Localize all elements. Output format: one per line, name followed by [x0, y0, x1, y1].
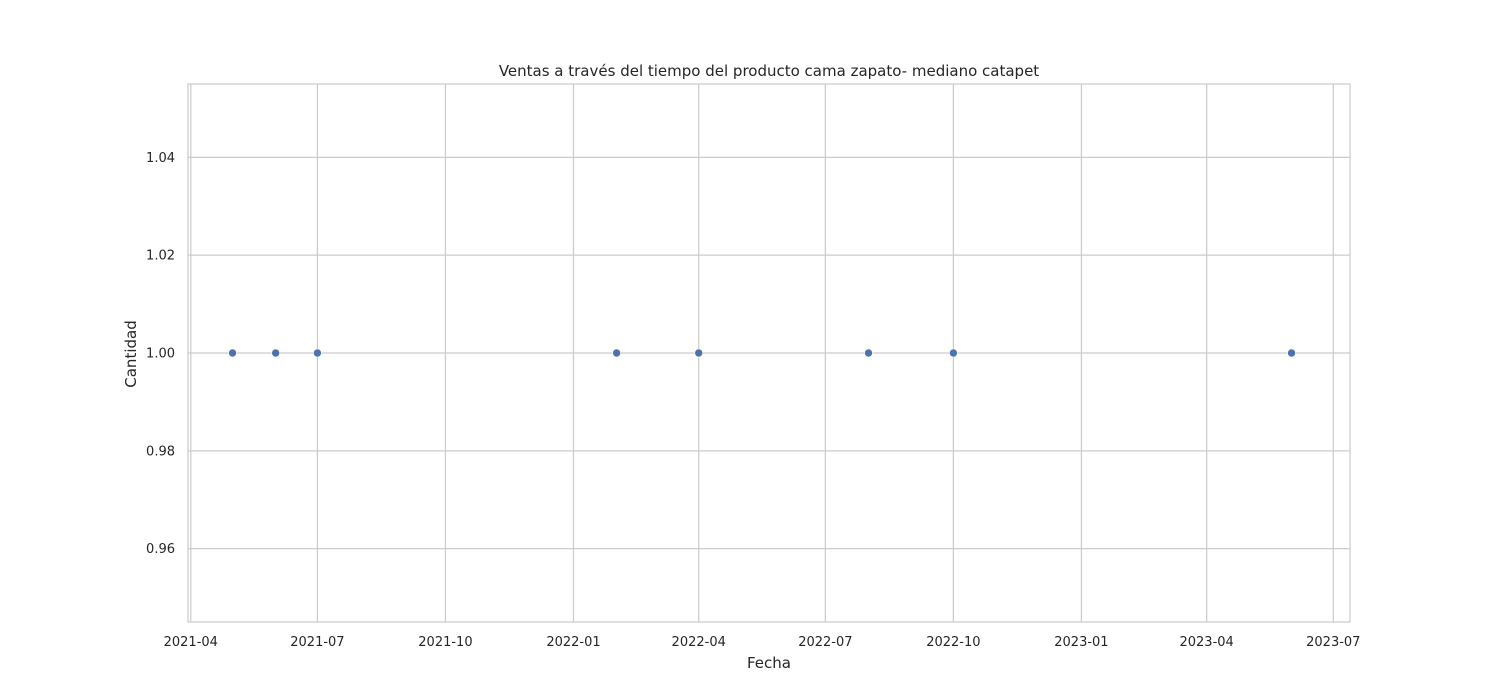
x-axis-label: Fecha — [747, 654, 791, 672]
grid-layer — [188, 84, 1350, 622]
y-tick-label: 1.00 — [146, 347, 175, 362]
points-layer — [228, 348, 1296, 358]
data-point — [694, 348, 704, 358]
x-tick-label: 2022-10 — [926, 635, 980, 650]
x-tick-label: 2023-07 — [1306, 635, 1360, 650]
x-tick-label: 2022-01 — [546, 635, 600, 650]
data-point — [612, 348, 621, 358]
x-tick-label: 2021-07 — [290, 635, 344, 650]
x-tick-labels: 2021-04 2021-07 2021-10 2022-01 2022-04 2022-… — [164, 635, 1361, 650]
x-tick-label: 2021-10 — [418, 635, 472, 650]
y-tick-label: 0.96 — [146, 542, 175, 557]
x-tick-label: 2022-07 — [798, 635, 852, 650]
data-point — [228, 348, 237, 358]
y-axis-label: Cantidad — [122, 320, 140, 387]
y-tick-label: 1.04 — [146, 151, 175, 166]
x-tick-label: 2021-04 — [164, 635, 218, 650]
data-point — [949, 348, 958, 358]
y-tick-label: 0.98 — [146, 444, 175, 459]
data-point — [1287, 348, 1296, 358]
y-tick-labels: 0.96 0.98 1.00 1.02 1.04 — [146, 151, 175, 557]
chart-title: Ventas a través del tiempo del producto … — [499, 62, 1039, 80]
y-tick-label: 1.02 — [146, 249, 175, 264]
x-tick-label: 2022-04 — [672, 635, 726, 650]
x-tick-label: 2023-04 — [1179, 635, 1233, 650]
x-tick-label: 2023-01 — [1054, 635, 1108, 650]
data-point — [864, 348, 873, 358]
data-point — [313, 348, 322, 358]
data-point — [271, 348, 280, 358]
plot-frame — [187, 83, 1351, 623]
